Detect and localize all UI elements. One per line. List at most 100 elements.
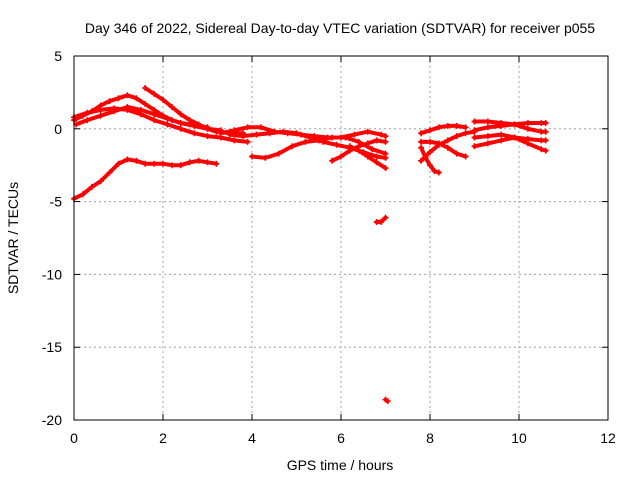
y-tick-label: 5 [54,48,62,64]
data-point [142,160,149,167]
data-point [97,178,104,185]
data-point [124,92,131,99]
data-point [418,138,425,145]
data-point [231,127,238,134]
ticks: 0 2 4 6 8 10 12 5 0 -5 -10 -15 -20 [42,48,616,446]
data-point [244,138,251,145]
data-point [164,115,171,122]
data-point [453,133,460,140]
data-point [435,140,442,147]
data-point [471,134,478,141]
chart-title: Day 346 of 2022, Sidereal Day-to-day VTE… [85,20,595,36]
data-point [164,121,171,128]
data-point [88,184,95,190]
data-point [511,134,518,141]
y-axis-title: SDTVAR / TECUs [5,182,21,294]
data-point [498,131,505,138]
series-arc-5 [71,156,220,202]
data-point [79,191,86,198]
data-point [355,147,362,154]
data-point [431,168,438,174]
data-point [484,118,491,125]
data-point [471,118,478,125]
data-point [168,104,175,110]
x-tick-label: 8 [426,430,434,446]
data-point [542,120,549,126]
data-point [418,157,425,164]
data-point [369,146,376,153]
data-point [186,117,193,124]
data-point [177,120,184,126]
data-point [538,146,545,153]
data-point [453,150,460,157]
data-point [373,159,380,166]
data-layer [71,85,549,405]
data-point [160,160,166,167]
data-point [115,160,122,167]
data-point [151,160,158,167]
data-point [471,127,478,134]
data-point [137,111,144,118]
x-tick-label: 4 [248,430,256,446]
data-point [262,154,269,161]
data-point [373,137,380,144]
series-arc-18 [471,131,549,154]
series-arc-16 [471,118,549,135]
data-point [249,153,255,160]
data-point [435,124,442,131]
data-point [378,131,385,138]
x-axis-title: GPS time / hours [287,457,394,473]
data-point [484,140,491,147]
data-point [253,131,260,138]
data-point [151,111,158,118]
data-point [204,133,211,140]
series-arc-19 [373,214,389,225]
data-point [177,111,184,118]
data-point [106,169,113,176]
data-point [364,128,371,135]
data-point [177,162,184,169]
data-point [418,144,425,151]
data-point [302,138,309,145]
data-point [453,122,460,129]
data-point [329,134,336,141]
data-point [142,85,149,91]
data-point [333,141,340,148]
data-point [427,127,433,134]
data-point [364,153,371,160]
data-point [382,138,389,145]
x-tick-label: 0 [70,430,78,446]
series-arc-10 [346,143,389,172]
data-point [484,133,491,140]
y-tick-label: 0 [54,121,62,137]
x-tick-label: 12 [600,430,616,446]
data-point [266,130,273,137]
data-point [195,121,202,128]
data-point [524,140,531,147]
data-point [240,133,247,140]
data-point [462,124,469,131]
data-point [462,130,469,137]
data-point [542,147,549,154]
data-point [106,98,113,105]
data-point [115,95,122,102]
data-point [84,109,91,116]
data-point [524,120,531,126]
data-point [511,121,518,128]
data-point [186,159,193,166]
data-point [217,130,224,137]
y-tick-label: -5 [50,194,63,210]
data-point [484,124,491,131]
y-tick-label: -15 [42,339,62,355]
data-point [382,150,389,157]
data-point [382,133,389,140]
data-point [213,128,220,135]
data-point [160,96,166,103]
data-point [384,398,391,405]
grid [74,56,608,420]
data-point [498,120,505,126]
data-point [542,137,549,144]
data-point [422,154,429,161]
